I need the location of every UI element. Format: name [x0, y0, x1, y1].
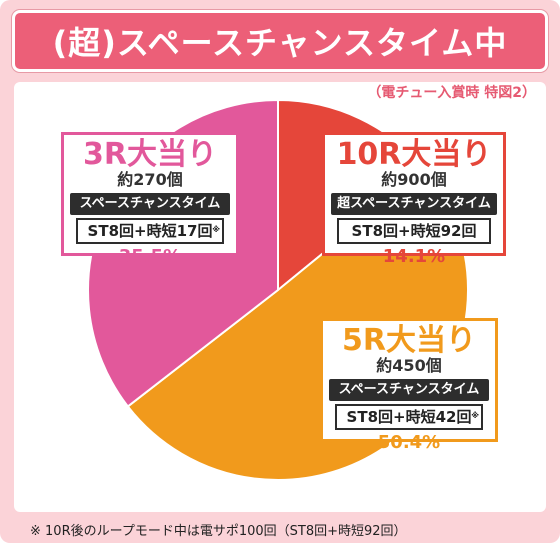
slice-st: ST8回+時短92回	[337, 218, 491, 244]
slice-st-mark: ※	[212, 225, 220, 234]
slice-percent: 14.1%	[382, 246, 446, 267]
slice-percent: 35.5%	[118, 246, 182, 267]
slice-st: ST8回+時短42回 ※	[335, 404, 483, 430]
slice-count: 約450個	[376, 356, 442, 375]
slice-mode: スペースチャンスタイム	[329, 379, 489, 401]
slice-name: 10R大当り	[336, 137, 492, 172]
footnote: ※ 10R後のループモード中は電サポ100回（ST8回+時短92回）	[30, 524, 407, 539]
slice-st-text: ST8回+時短92回	[351, 222, 477, 240]
slice-st-text: ST8回+時短17回	[87, 222, 213, 240]
slice-label-10r: 10R大当り 約900個 超スペースチャンスタイム ST8回+時短92回 14.…	[322, 132, 506, 267]
slice-percent: 50.4%	[377, 432, 441, 453]
slice-count: 約270個	[117, 170, 183, 189]
slice-count: 約900個	[381, 170, 447, 189]
page-title: (超)スペースチャンスタイム中	[12, 10, 548, 72]
slice-st-mark: ※	[471, 411, 479, 420]
slice-name: 5R大当り	[342, 323, 476, 358]
slice-st: ST8回+時短17回 ※	[76, 218, 224, 244]
slice-mode: スペースチャンスタイム	[70, 193, 230, 215]
slice-mode: 超スペースチャンスタイム	[331, 193, 497, 215]
slice-label-3r: 3R大当り 約270個 スペースチャンスタイム ST8回+時短17回 ※ 35.…	[61, 132, 239, 267]
chart-subtitle: （電チュー入賞時 特図2）	[367, 85, 536, 101]
slice-st-text: ST8回+時短42回	[346, 408, 472, 426]
slice-name: 3R大当り	[83, 137, 217, 172]
slice-label-5r: 5R大当り 約450個 スペースチャンスタイム ST8回+時短42回 ※ 50.…	[320, 318, 498, 453]
